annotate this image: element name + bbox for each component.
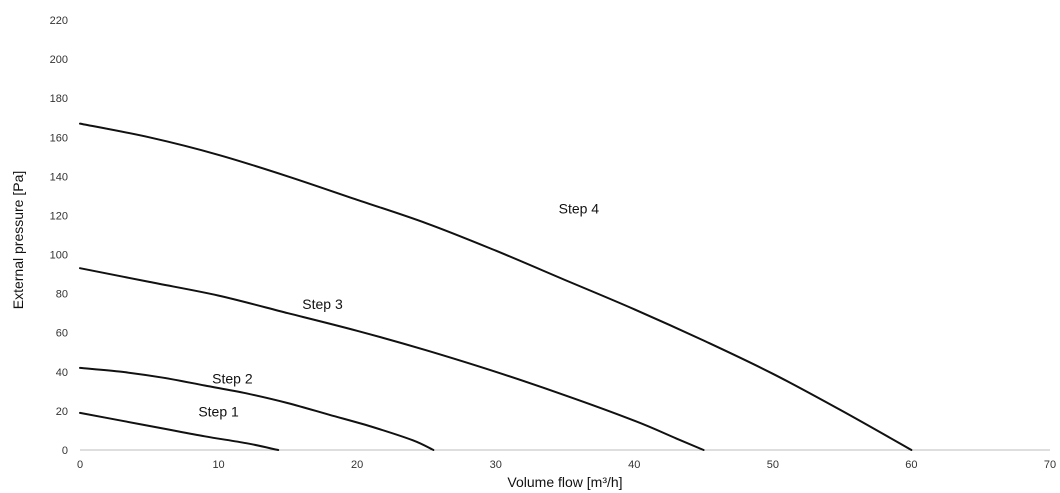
x-tick-label: 0 [77, 459, 83, 471]
y-tick-label: 80 [56, 289, 68, 301]
series-label-step-4: Step 4 [559, 200, 600, 216]
x-tick-label: 10 [212, 459, 224, 471]
x-tick-labels: 0 10 20 30 40 50 60 70 [77, 459, 1056, 471]
y-axis-title: External pressure [Pa] [10, 171, 26, 310]
y-tick-label: 220 [50, 15, 68, 27]
y-tick-label: 160 [50, 132, 68, 144]
y-tick-label: 100 [50, 250, 68, 262]
y-tick-label: 200 [50, 54, 68, 66]
y-tick-label: 140 [50, 171, 68, 183]
x-tick-label: 30 [490, 459, 502, 471]
x-tick-label: 50 [767, 459, 779, 471]
series-label-step-3: Step 3 [302, 296, 343, 312]
y-tick-label: 20 [56, 406, 68, 418]
y-tick-label: 120 [50, 210, 68, 222]
x-axis-title: Volume flow [m³/h] [507, 474, 622, 490]
x-tick-label: 20 [351, 459, 363, 471]
x-tick-label: 60 [905, 459, 917, 471]
series-label-step-1: Step 1 [198, 404, 239, 420]
y-tick-label: 180 [50, 93, 68, 105]
series-line-step-2 [79, 366, 435, 451]
series-line-step-4 [79, 122, 913, 451]
series-labels: Step 1 Step 2 Step 3 Step 4 [198, 200, 599, 419]
series-lines [79, 122, 913, 451]
series-label-step-2: Step 2 [212, 370, 253, 386]
series-line-step-3 [79, 267, 705, 451]
y-tick-label: 40 [56, 367, 68, 379]
x-tick-label: 70 [1044, 459, 1056, 471]
x-tick-label: 40 [628, 459, 640, 471]
y-tick-label: 60 [56, 328, 68, 340]
y-tick-label: 0 [62, 445, 68, 457]
y-tick-labels: 0 20 40 60 80 100 120 140 160 180 200 220 [50, 15, 68, 457]
series-line-step-1 [79, 411, 280, 451]
